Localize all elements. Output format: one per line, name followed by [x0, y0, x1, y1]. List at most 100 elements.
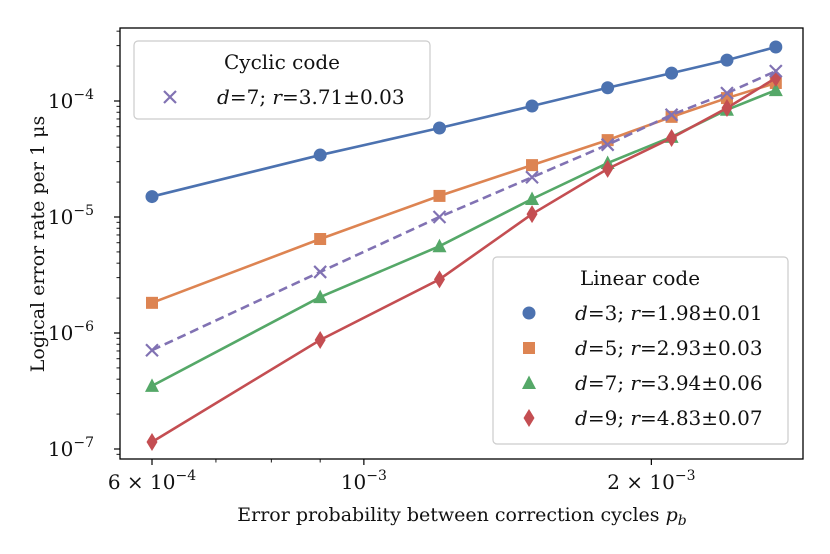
y-tick-mantissa: 10 — [48, 321, 73, 345]
data-point-linear-d5-1 — [314, 233, 327, 246]
data-point-linear-d9-5 — [666, 128, 678, 147]
legend-label-part: 3 — [605, 301, 618, 325]
legend-label-part: = — [640, 336, 657, 360]
y-tick-label: 10−5 — [48, 203, 94, 229]
legend-label-part: ; — [617, 336, 630, 360]
legend-label-part: 2.93±0.03 — [657, 336, 763, 360]
data-point-linear-d9-0 — [146, 432, 158, 451]
legend-cyclic: Cyclic code d=7; r=3.71±0.03 — [133, 40, 431, 120]
data-point-cyclic-d7-1 — [313, 265, 327, 279]
legend-label-part: r — [630, 301, 641, 325]
axes-frame — [119, 27, 804, 460]
legend-label-part: d — [575, 406, 588, 430]
y-tick-label: 10−6 — [48, 319, 94, 345]
x-tick-mantissa: 10 — [341, 470, 366, 494]
data-point-cyclic-d7-5 — [664, 108, 679, 122]
legend-label-part: d — [575, 336, 588, 360]
x-tick-label: 2 × 10−3 — [607, 468, 695, 494]
legend-label-part: = — [640, 406, 657, 430]
ticks: 10−410−510−610−76 × 10−4 10−3 2 × 10−3 — [48, 30, 695, 494]
legend-label-part: 7 — [247, 85, 260, 109]
legend-label-part: ; — [259, 85, 272, 109]
data-point-cyclic-d7-6 — [720, 86, 734, 100]
data-point-linear-d7-1 — [313, 289, 328, 304]
legend-label-linear-d3: d=3; r=1.98±0.01 — [575, 301, 763, 325]
legend-label-part: r — [630, 371, 641, 395]
x-tick-exponent: −3 — [366, 468, 387, 484]
data-point-linear-d5-0 — [146, 296, 158, 309]
data-point-linear-d3-2 — [432, 121, 446, 135]
legend-marker-cyclic-d7 — [163, 90, 177, 104]
data-point-linear-d5-2 — [433, 189, 446, 202]
legend-label-part: = — [588, 336, 605, 360]
legend-label-part: 4.83±0.07 — [657, 406, 763, 430]
x-tick-exponent: −4 — [176, 468, 197, 484]
x-mark-stroke — [432, 210, 447, 224]
legend-label-part: = — [588, 301, 605, 325]
x-mark-stroke — [525, 170, 539, 185]
legend-marker-linear-d3 — [522, 306, 536, 320]
legend-label-part: 7 — [605, 371, 618, 395]
data-point-cyclic-d7-3 — [525, 170, 539, 185]
x-mark-stroke — [145, 343, 159, 358]
legend-marker-linear-d9 — [523, 409, 535, 427]
legend-label-part: = — [282, 85, 299, 109]
legend-entry-linear-d5: d=5; r=2.93±0.03 — [523, 336, 763, 360]
x-axis-label: Error probability between correction cyc… — [237, 504, 687, 529]
legend-label-part: r — [272, 85, 283, 109]
legend-label-part: r — [630, 336, 641, 360]
legend-label-cyclic-d7: d=7; r=3.71±0.03 — [217, 85, 405, 109]
y-tick-mantissa: 10 — [48, 205, 73, 229]
legend-cyclic-box — [133, 40, 431, 120]
data-point-linear-d7-2 — [432, 238, 447, 253]
data-point-linear-d9-1 — [314, 331, 326, 350]
data-point-linear-d9-6 — [721, 99, 733, 118]
legend-label-part: 1.98±0.01 — [657, 301, 763, 325]
y-tick-label: 10−4 — [48, 87, 94, 113]
legend-marker-linear-d5 — [523, 342, 535, 354]
data-point-linear-d3-0 — [145, 190, 159, 204]
x-mark-stroke — [720, 86, 734, 100]
y-tick-exponent: −4 — [73, 87, 94, 103]
data-point-cyclic-d7-7 — [769, 64, 783, 78]
x-tick-label: 10−3 — [341, 468, 387, 494]
legend-label-part: ; — [617, 371, 630, 395]
x-mark-stroke — [600, 137, 615, 152]
legend-label-part: 3.94±0.06 — [657, 371, 763, 395]
legend-label-part: 9 — [605, 406, 618, 430]
legend-entry-linear-d7: d=7; r=3.94±0.06 — [522, 371, 763, 395]
plot-area — [145, 40, 783, 451]
x-mark-stroke — [664, 108, 679, 122]
legend-label-part: 5 — [605, 336, 618, 360]
legend-label-part: = — [588, 371, 605, 395]
data-point-linear-d5-3 — [526, 159, 539, 172]
legend-label-part: r — [630, 406, 641, 430]
legend-cyclic-title: Cyclic code — [224, 50, 340, 74]
data-point-linear-d3-6 — [720, 53, 734, 67]
series-line-linear-d3 — [151, 45, 777, 198]
y-axis-label: Logical error rate per 1 μs — [27, 116, 49, 372]
legend-label-linear-d7: d=7; r=3.94±0.06 — [575, 371, 763, 395]
legend-label-part: ; — [617, 301, 630, 325]
legend-label-part: = — [588, 406, 605, 430]
data-point-linear-d3-7 — [769, 40, 783, 54]
legend-label-linear-d5: d=5; r=2.93±0.03 — [575, 336, 763, 360]
legend-entry-cyclic-d7: d=7; r=3.71±0.03 — [163, 85, 405, 109]
data-point-linear-d5-5 — [665, 110, 678, 123]
data-point-linear-d3-1 — [313, 148, 327, 162]
x-tick-mantissa: 6 × 10 — [108, 470, 176, 494]
y-tick-mantissa: 10 — [48, 89, 73, 113]
x-mark-stroke — [313, 265, 327, 279]
series-line-cyclic-d7 — [151, 69, 777, 352]
data-point-linear-d7-0 — [145, 378, 159, 392]
data-point-cyclic-d7-4 — [600, 137, 615, 152]
legend-linear-box — [492, 256, 789, 445]
legend-linear: Linear code d=3; r=1.98±0.01d=5; r=2.93±… — [492, 256, 789, 445]
data-point-linear-d3-5 — [665, 66, 679, 80]
x-mark-stroke — [163, 90, 177, 104]
x-tick-mantissa: 2 × 10 — [607, 470, 675, 494]
x-mark-stroke — [769, 64, 783, 78]
legend-label-part: = — [640, 371, 657, 395]
legend-label-part: = — [640, 301, 657, 325]
